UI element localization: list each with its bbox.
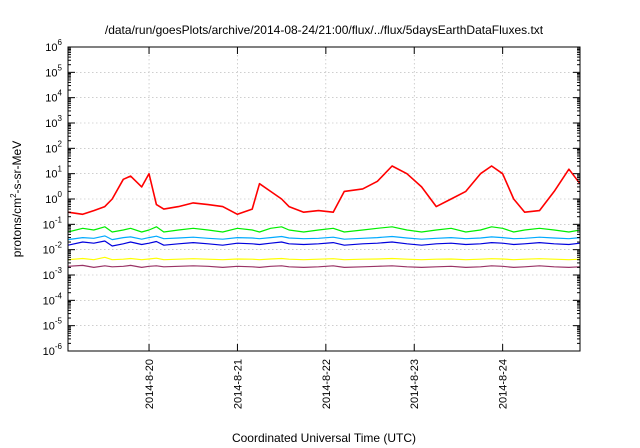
series-group: [67, 165, 581, 268]
y-tick-label: 104: [45, 89, 62, 105]
series-line-2: [67, 235, 581, 241]
y-tick-label: 10-1: [43, 215, 63, 231]
x-tick-label: 2014-8-24: [498, 359, 510, 409]
y-tick-label: 10-3: [43, 266, 63, 282]
chart-title: /data/run/goesPlots/archive/2014-08-24/2…: [105, 23, 544, 37]
y-tick-label: 10-2: [43, 241, 63, 257]
y-tick-label: 101: [45, 165, 62, 181]
y-tick-label: 106: [45, 38, 62, 54]
y-axis-label-prefix: protons/cm: [10, 198, 24, 257]
x-tick-label: 2014-8-23: [409, 359, 421, 409]
series-line-3: [67, 240, 581, 247]
x-axis-label: Coordinated Universal Time (UTC): [232, 431, 416, 445]
y-tick-label: 105: [45, 63, 62, 79]
y-tick-label: 103: [45, 114, 62, 130]
y-axis-label-suffix: -s-sr-MeV: [10, 141, 24, 194]
series-line-1: [67, 226, 581, 233]
y-tick-labels: 10-6 10-5 10-4 10-3 10-2 10-1 100 101 102 103 104 1…: [43, 38, 63, 358]
y-tick-label: 10-4: [43, 291, 63, 307]
series-line-0: [67, 165, 581, 216]
y-tick-label: 100: [45, 190, 62, 206]
x-tick-label: 2014-8-20: [144, 359, 156, 409]
x-tick-labels: 2014-8-20 2014-8-21 2014-8-22 2014-8-23 2014…: [144, 359, 510, 409]
series-line-4: [67, 256, 581, 261]
y-tick-label: 10-6: [43, 342, 63, 358]
y-tick-label: 102: [45, 139, 62, 155]
grid-lines: [68, 46, 580, 352]
x-tick-label: 2014-8-21: [232, 359, 244, 409]
tick-marks: [68, 46, 580, 352]
y-axis-label-superscript: 2: [9, 193, 18, 198]
y-tick-label: 10-5: [43, 317, 63, 333]
y-axis-label: protons/cm2-s-sr-MeV: [9, 141, 24, 257]
x-tick-label: 2014-8-22: [321, 359, 333, 409]
series-line-5: [67, 264, 581, 268]
